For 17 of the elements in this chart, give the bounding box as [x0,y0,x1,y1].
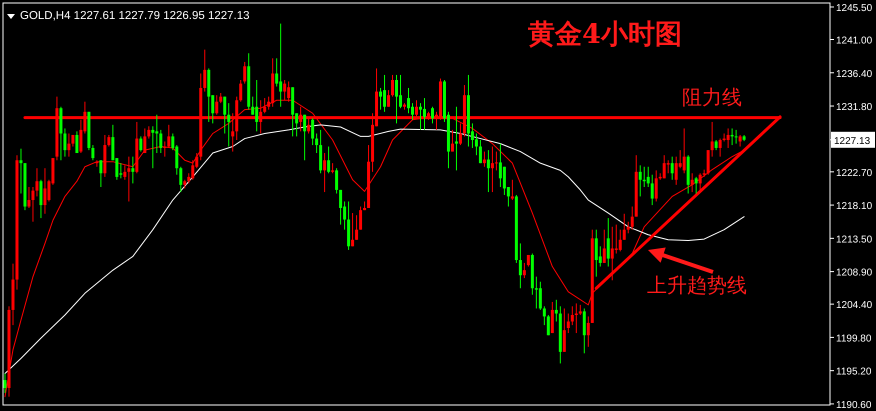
annotation: 阻力线 [682,85,742,109]
y-tick-label: 1227.13 [834,136,871,147]
y-tick-label: 1218.10 [836,201,873,212]
y-tick-label: 1245.50 [836,2,873,14]
y-tick-label: 1222.70 [836,168,873,179]
y-tick-label: 1190.60 [836,400,872,411]
y-tick-label: 1199.80 [836,333,872,344]
y-tick-label: 1208.90 [836,268,873,279]
y-tick-label: 1204.40 [836,300,873,312]
y-tick-label: 1213.50 [836,234,873,246]
annotation: 上升趋势线 [647,273,747,297]
annotation: GOLD,H4 1227.61 1227.79 1226.95 1227.13 [20,10,250,22]
y-tick-label: 1241.00 [836,36,873,47]
y-tick-label: 1236.40 [836,68,873,80]
y-tick-label: 1231.80 [836,102,873,114]
y-tick-label: 1195.20 [836,366,872,378]
text: 黄金4小时图 [527,19,682,50]
